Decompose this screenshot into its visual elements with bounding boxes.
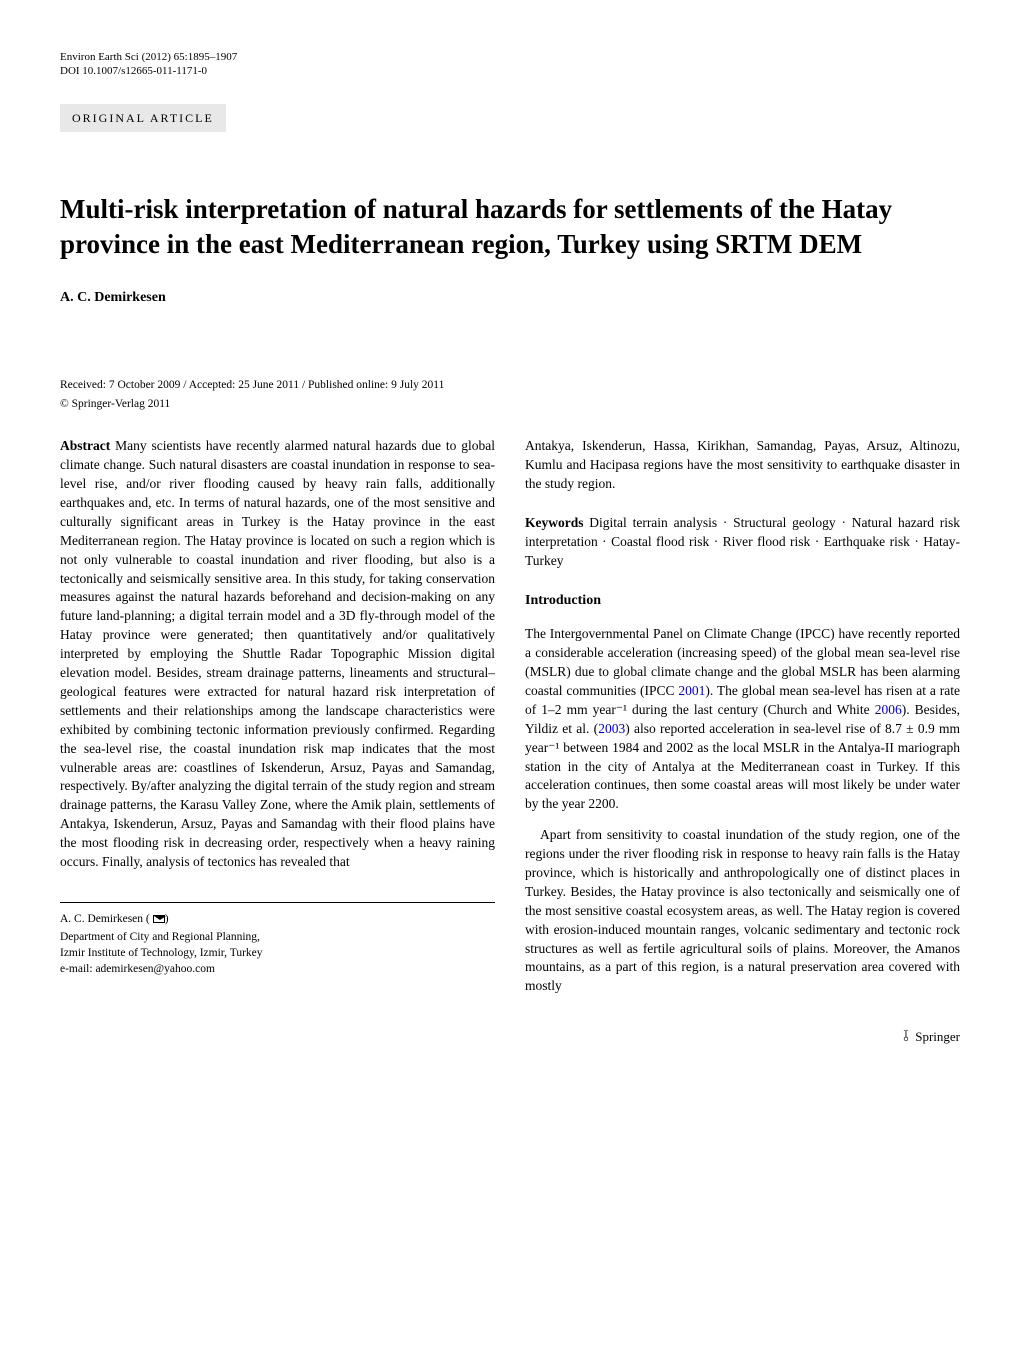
abstract-paragraph: Abstract Many scientists have recently a…: [60, 437, 495, 871]
citation-link-ipcc[interactable]: 2001: [678, 683, 705, 698]
author-email: e-mail: ademirkesen@yahoo.com: [60, 961, 495, 977]
citation-link-yildiz[interactable]: 2003: [598, 721, 625, 736]
journal-info: Environ Earth Sci (2012) 65:1895–1907 DO…: [60, 50, 960, 79]
main-content: Abstract Many scientists have recently a…: [60, 437, 960, 1048]
affiliation-line-2: Izmir Institute of Technology, Izmir, Tu…: [60, 945, 495, 961]
publication-dates: Received: 7 October 2009 / Accepted: 25 …: [60, 377, 960, 393]
keywords-paragraph: Keywords Digital terrain analysis · Stru…: [525, 514, 960, 571]
journal-citation: Environ Earth Sci (2012) 65:1895–1907: [60, 50, 960, 64]
copyright: © Springer-Verlag 2011: [60, 396, 960, 412]
keywords-label: Keywords: [525, 515, 584, 530]
intro-paragraph-1: The Intergovernmental Panel on Climate C…: [525, 625, 960, 814]
article-type: ORIGINAL ARTICLE: [60, 104, 226, 133]
footer-author-name: A. C. Demirkesen: [60, 913, 143, 925]
publisher-logo: ⫱ Springer: [525, 1026, 960, 1048]
intro-paragraph-2: Apart from sensitivity to coastal inunda…: [525, 826, 960, 996]
keywords-text: Digital terrain analysis · Structural ge…: [525, 515, 960, 568]
author-name: A. C. Demirkesen: [60, 288, 960, 308]
article-title: Multi-risk interpretation of natural haz…: [60, 192, 960, 262]
abstract-continuation: Antakya, Iskenderun, Hassa, Kirikhan, Sa…: [525, 437, 960, 494]
affiliation-line-1: Department of City and Regional Planning…: [60, 929, 495, 945]
corresponding-author: A. C. Demirkesen (): [60, 911, 495, 927]
abstract-label: Abstract: [60, 438, 110, 453]
envelope-icon: [153, 915, 165, 923]
introduction-heading: Introduction: [525, 591, 960, 611]
right-column: Antakya, Iskenderun, Hassa, Kirikhan, Sa…: [525, 437, 960, 1048]
abstract-body: Many scientists have recently alarmed na…: [60, 438, 495, 869]
page-header: Environ Earth Sci (2012) 65:1895–1907 DO…: [60, 50, 960, 162]
doi: DOI 10.1007/s12665-011-1171-0: [60, 64, 960, 78]
left-column: Abstract Many scientists have recently a…: [60, 437, 495, 1048]
springer-icon: ⫱: [903, 1026, 909, 1048]
author-footer: A. C. Demirkesen () Department of City a…: [60, 902, 495, 977]
citation-link-church[interactable]: 2006: [875, 702, 902, 717]
publisher-name: Springer: [915, 1029, 960, 1044]
